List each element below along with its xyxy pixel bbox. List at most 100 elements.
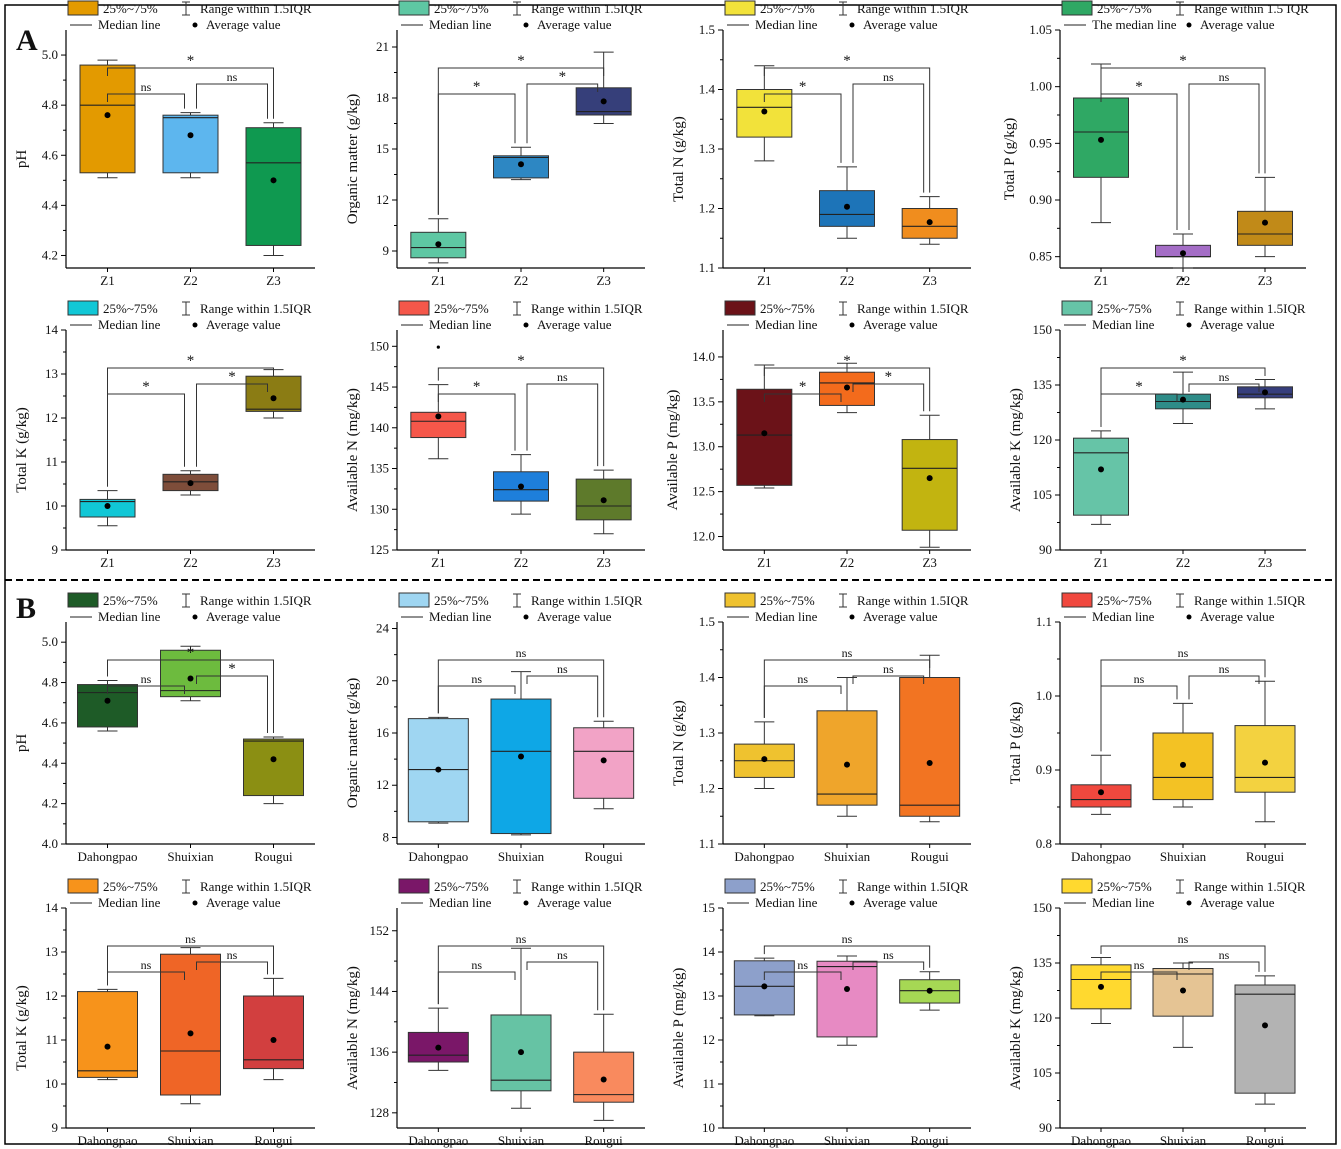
significance-label: * xyxy=(473,379,481,395)
box-iqr xyxy=(160,953,221,1096)
y-tick-label: 4.8 xyxy=(42,675,58,690)
mean-point xyxy=(518,483,524,490)
x-tick-label: Dahongpao xyxy=(734,849,794,864)
legend-swatch xyxy=(398,878,430,894)
significance-bracket xyxy=(763,659,931,718)
y-tick-label: 4.6 xyxy=(42,147,59,162)
y-tick-label: 1.1 xyxy=(699,260,715,275)
box-iqr xyxy=(160,649,221,698)
y-tick-label: 12.0 xyxy=(692,529,715,544)
box-iqr xyxy=(1234,984,1296,1094)
legend-mean-label: Average value xyxy=(206,317,281,332)
significance-label: ns xyxy=(842,932,853,946)
y-tick-label: 13 xyxy=(45,944,58,959)
box-iqr xyxy=(733,960,795,1016)
y-tick-label: 1.00 xyxy=(1029,79,1052,94)
mean-point xyxy=(1098,136,1104,143)
significance-bracket xyxy=(196,675,268,734)
y-tick-label: 15 xyxy=(376,141,389,156)
mean-point xyxy=(1180,987,1186,994)
legend-mean-icon xyxy=(523,614,529,620)
significance-label: ns xyxy=(516,646,527,660)
y-tick-label: 13.5 xyxy=(692,394,715,409)
y-tick-label: 10 xyxy=(45,498,58,513)
box-iqr xyxy=(1234,725,1296,793)
figure-border xyxy=(4,4,1337,1145)
y-tick-label: 0.90 xyxy=(1029,192,1052,207)
significance-bracket xyxy=(107,659,274,734)
significance-bracket xyxy=(107,367,274,487)
significance-label: ns xyxy=(557,948,568,962)
mean-point xyxy=(761,108,768,115)
y-tick-label: 1.4 xyxy=(699,670,716,685)
significance-label: * xyxy=(843,353,851,369)
legend-box-label: 25%~75% xyxy=(760,593,815,608)
x-tick-label: Z1 xyxy=(757,273,771,288)
significance-label: ns xyxy=(797,672,808,686)
y-tick-label: 14 xyxy=(702,944,716,959)
mean-point xyxy=(761,756,768,763)
mean-point xyxy=(518,161,524,168)
significance-bracket xyxy=(107,685,185,694)
mean-point xyxy=(600,1076,607,1083)
panel-a6: 125 130 135 140 145 150 Available N (mg/kg) Z1 Z… xyxy=(345,300,645,570)
y-tick-label: 1.0 xyxy=(1036,688,1052,703)
mean-point xyxy=(1180,250,1186,257)
mean-point xyxy=(600,98,607,105)
legend-swatch xyxy=(398,592,430,608)
significance-bracket xyxy=(852,83,925,193)
significance-label: ns xyxy=(842,646,853,660)
y-tick-label: 1.1 xyxy=(1036,614,1052,629)
legend-range-label: Range within 1.5IQR xyxy=(531,593,643,608)
y-tick-label: 130 xyxy=(370,501,390,516)
x-tick-label: Z2 xyxy=(514,273,528,288)
y-tick-label: 12 xyxy=(376,777,389,792)
significance-bracket xyxy=(107,67,274,119)
legend-range-label: Range within 1.5IQR xyxy=(857,879,969,894)
x-tick-label: Z2 xyxy=(183,555,197,570)
y-tick-label: 136 xyxy=(370,1044,390,1059)
y-tick-label: 1.1 xyxy=(699,836,715,851)
legend-range-label: Range within 1.5IQR xyxy=(200,879,312,894)
x-tick-label: Z3 xyxy=(266,273,280,288)
significance-label: * xyxy=(885,369,893,385)
significance-label: * xyxy=(799,379,807,395)
y-axis-title: Available K (mg/kg) xyxy=(1008,388,1024,512)
legend-median-label: Median line xyxy=(429,609,492,624)
significance-bracket xyxy=(437,971,516,1005)
box-iqr xyxy=(243,995,304,1070)
y-tick-label: 152 xyxy=(370,923,390,938)
panel-b5: 9 10 11 12 13 14 Total K (g/kg) Dahongpao Shuixi… xyxy=(14,878,315,1148)
significance-label: ns xyxy=(1219,70,1230,84)
legend-swatch xyxy=(724,300,756,316)
y-tick-label: 90 xyxy=(1039,542,1052,557)
significance-bracket xyxy=(196,961,268,975)
significance-bracket xyxy=(107,393,185,487)
legend-box-label: 25%~75% xyxy=(103,879,158,894)
legend-mean-icon xyxy=(192,22,198,28)
x-tick-label: Rougui xyxy=(1246,849,1285,864)
significance-label: ns xyxy=(1134,672,1145,686)
legend-swatch xyxy=(724,878,756,894)
significance-bracket xyxy=(526,675,599,718)
y-tick-label: 11 xyxy=(45,1032,58,1047)
significance-label: ns xyxy=(141,80,152,94)
significance-bracket xyxy=(1100,659,1266,752)
legend-median-label: Median line xyxy=(755,895,818,910)
significance-bracket xyxy=(852,961,925,970)
legend-mean-icon xyxy=(849,614,855,620)
significance-label: * xyxy=(843,53,851,69)
y-tick-label: 9 xyxy=(52,542,59,557)
y-tick-label: 0.95 xyxy=(1029,135,1052,150)
mean-point xyxy=(1098,466,1104,473)
legend-swatch xyxy=(67,300,99,316)
y-axis-title: Total N (g/kg) xyxy=(671,700,687,786)
x-tick-label: Dahongpao xyxy=(1071,849,1131,864)
x-tick-label: Z2 xyxy=(840,555,854,570)
y-tick-label: 0.9 xyxy=(1036,762,1052,777)
y-tick-label: 4.2 xyxy=(42,247,58,262)
x-tick-label: Dahongpao xyxy=(78,849,138,864)
y-tick-label: 21 xyxy=(376,39,389,54)
significance-label: ns xyxy=(797,958,808,972)
y-axis-title: Total P (g/kg) xyxy=(1008,702,1024,785)
